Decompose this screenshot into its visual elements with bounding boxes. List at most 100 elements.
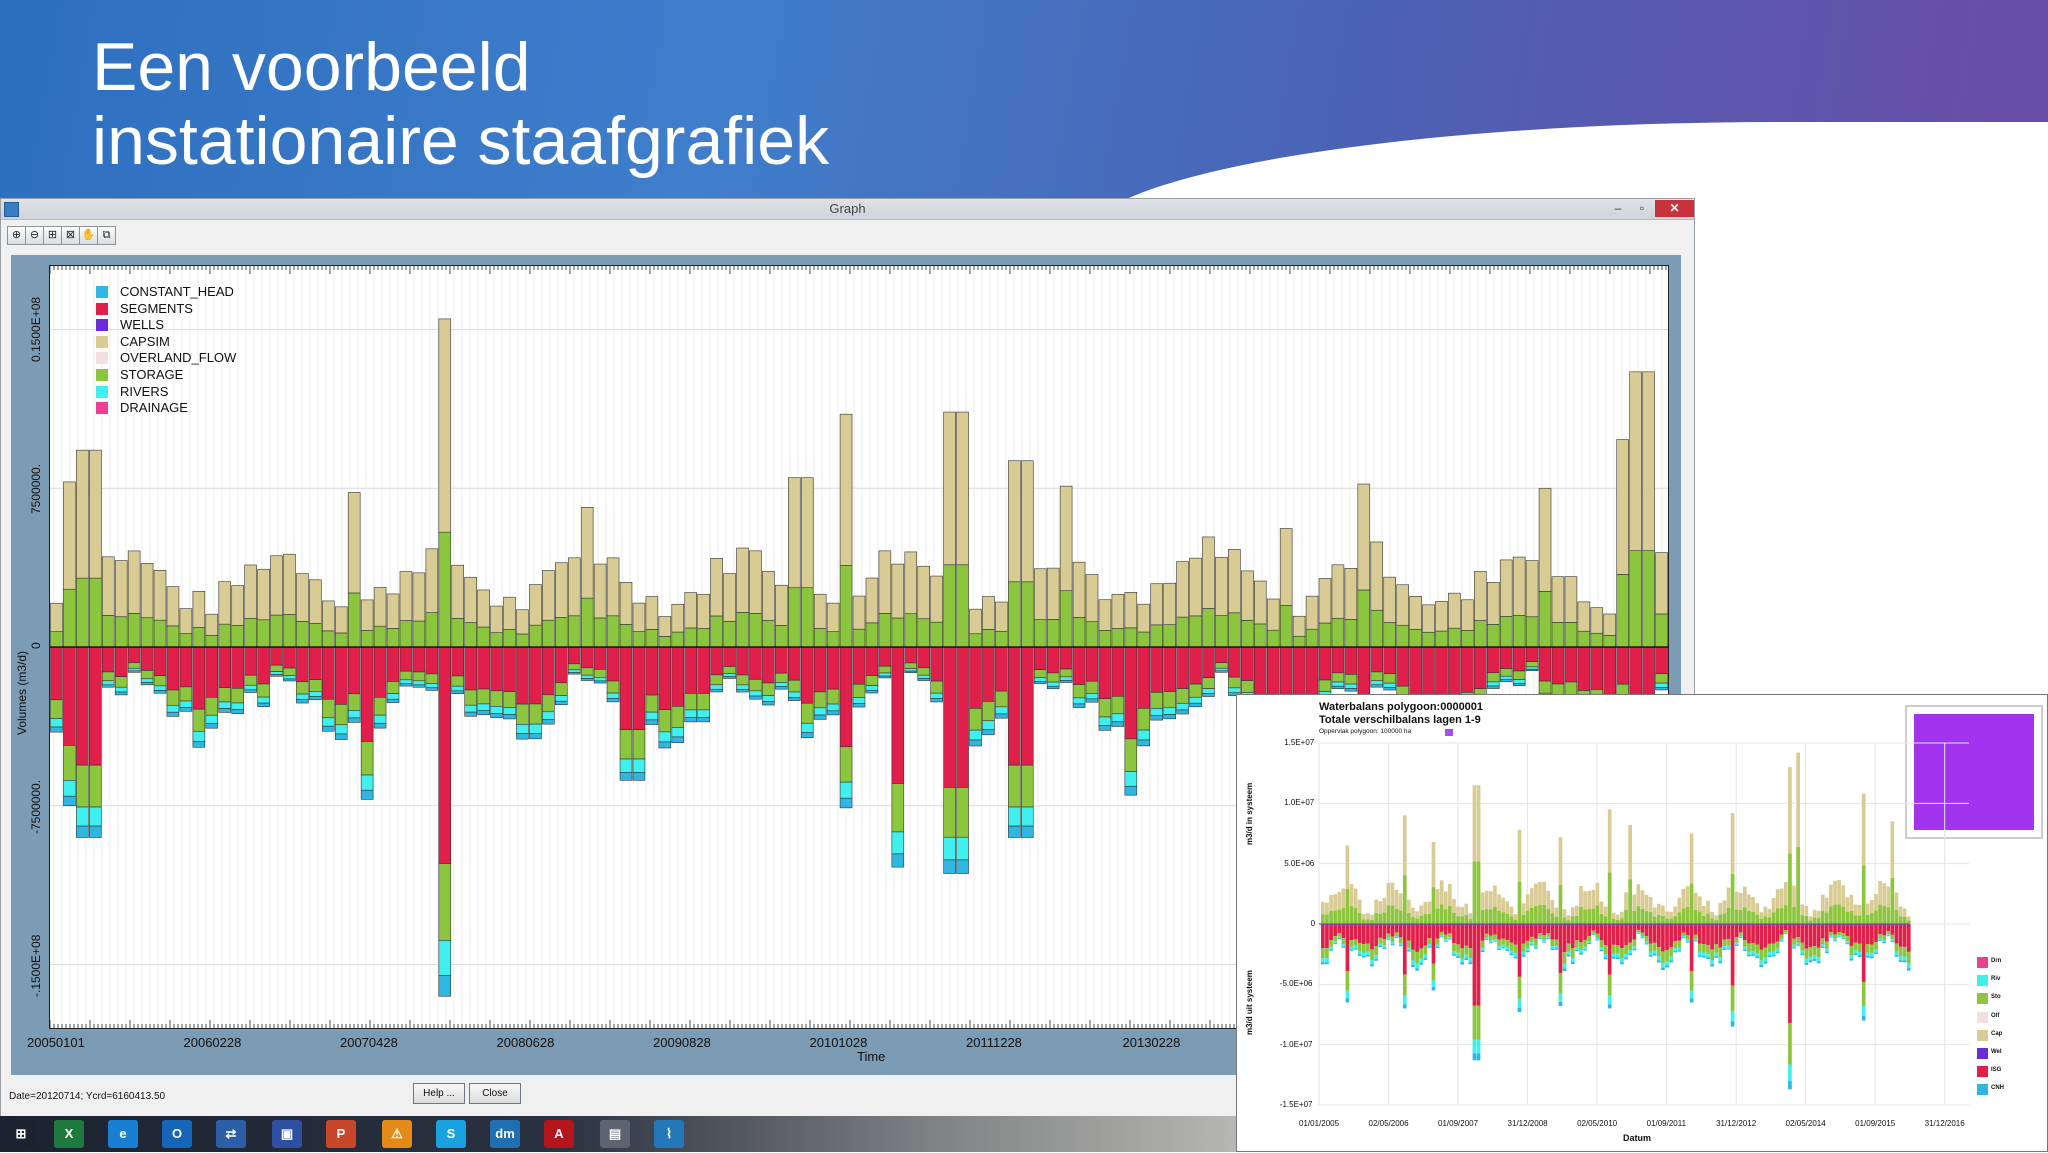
inset-bar-cap — [1661, 906, 1665, 916]
inset-bar-cap — [1432, 842, 1436, 887]
bar-capsim — [1656, 553, 1668, 614]
inset-bar-sto — [1768, 944, 1772, 952]
bar-capsim — [1513, 557, 1525, 615]
inset-bar-cap — [1792, 886, 1796, 907]
inset-bar-cap — [1665, 911, 1669, 918]
zoom-window-icon[interactable]: ⊞ — [43, 226, 62, 245]
inset-bar-sto — [1436, 938, 1440, 944]
bar-constant_head — [335, 734, 347, 740]
warning-icon[interactable]: ⚠ — [382, 1120, 412, 1148]
inset-bar-cap — [1567, 915, 1571, 920]
inset-bar-sto — [1440, 904, 1444, 924]
inset-bar-sto — [1837, 904, 1841, 924]
zoom-in-icon[interactable]: ⊕ — [7, 226, 26, 245]
bar-constant_head — [568, 672, 580, 674]
inset-bar-cap — [1727, 888, 1731, 908]
bar-constant_head — [1371, 685, 1383, 687]
network-icon[interactable]: ⇄ — [216, 1120, 246, 1148]
close-window-button[interactable]: ✕ — [1655, 200, 1694, 217]
inset-bar-cnh — [1346, 999, 1350, 1003]
inset-bar-isg — [1854, 924, 1858, 943]
inset-bar-sto — [1346, 971, 1350, 991]
bar-storage — [439, 532, 451, 647]
inset-bar-cap — [1473, 785, 1477, 861]
inset-bar-riv — [1477, 1040, 1481, 1054]
powerpoint-icon[interactable]: P — [326, 1120, 356, 1148]
inset-bar-isg — [1886, 924, 1890, 931]
inset-bar-isg — [1792, 924, 1796, 939]
bar-storage — [931, 681, 943, 693]
maximize-button[interactable]: ▫ — [1631, 200, 1653, 217]
bar-capsim — [1423, 605, 1435, 632]
zoom-extent-icon[interactable]: ⊠ — [61, 226, 80, 245]
inset-bar-sto — [1550, 913, 1554, 924]
inset-bar-sto — [1759, 950, 1763, 961]
inset-bar-riv — [1526, 948, 1530, 951]
inset-bar-sto — [1850, 946, 1854, 955]
inset-bar-cnh — [1514, 957, 1518, 959]
inset-bar-isg — [1788, 924, 1792, 1023]
bar-storage — [1500, 669, 1512, 677]
inset-bar-sto — [1768, 917, 1772, 924]
bar-storage — [1565, 682, 1577, 694]
bar-constant_head — [982, 730, 994, 735]
inset-bar-sto — [1682, 933, 1686, 937]
bar-capsim — [853, 596, 865, 629]
inset-legend-swatch — [1977, 975, 1988, 986]
imod-icon[interactable]: ⌇ — [654, 1120, 684, 1148]
minimize-button[interactable]: – — [1607, 200, 1629, 217]
document-icon[interactable]: ▤ — [600, 1120, 630, 1148]
inset-bar-riv — [1555, 946, 1559, 949]
inset-bar-riv — [1325, 958, 1329, 962]
bar-segments — [555, 647, 567, 683]
bar-capsim — [1578, 602, 1590, 631]
inset-bar-riv — [1423, 955, 1427, 959]
windows-start-icon[interactable]: ⊞ — [6, 1120, 36, 1148]
bar-storage — [1306, 629, 1318, 647]
bar-segments — [659, 647, 671, 710]
bar-constant_head — [89, 826, 101, 837]
inset-bar-isg — [1653, 924, 1657, 943]
inset-bar-isg — [1776, 924, 1780, 941]
bar-segments — [698, 647, 710, 693]
bar-segments — [529, 647, 541, 704]
inset-bar-cap — [1469, 913, 1473, 919]
legend-swatch — [96, 352, 108, 364]
skype-icon[interactable]: S — [436, 1120, 466, 1148]
bar-storage — [245, 618, 257, 647]
dm-icon[interactable]: dm — [490, 1120, 520, 1148]
copy-icon[interactable]: ⧉ — [97, 226, 116, 245]
bar-capsim — [76, 450, 88, 578]
inset-bar-cap — [1645, 895, 1649, 911]
window-titlebar[interactable]: Graph – ▫ ✕ — [1, 199, 1694, 220]
bar-constant_head — [387, 699, 399, 702]
close-button[interactable]: Close — [469, 1083, 521, 1104]
internet-explorer-icon[interactable]: e — [108, 1120, 138, 1148]
inset-bar-riv — [1583, 947, 1587, 950]
bar-rivers — [154, 686, 166, 691]
bar-capsim — [1306, 596, 1318, 629]
inset-bar-sto — [1817, 948, 1821, 958]
inset-bar-riv — [1370, 960, 1374, 964]
bar-storage — [568, 664, 580, 670]
acrobat-icon[interactable]: A — [544, 1120, 574, 1148]
inset-bar-sto — [1854, 943, 1858, 951]
outlook-icon[interactable]: O — [162, 1120, 192, 1148]
inset-bar-sto — [1759, 919, 1763, 924]
bar-constant_head — [452, 691, 464, 694]
inset-bar-cap — [1739, 893, 1743, 910]
inset-bar-sto — [1596, 905, 1600, 924]
inset-bar-cnh — [1788, 1081, 1792, 1089]
bar-capsim — [465, 577, 477, 622]
save-disk-icon[interactable]: ▣ — [272, 1120, 302, 1148]
bar-capsim — [154, 570, 166, 620]
inset-bar-sto — [1800, 915, 1804, 924]
bar-storage — [749, 679, 761, 690]
inset-bar-sto — [1718, 915, 1722, 924]
excel-icon[interactable]: X — [54, 1120, 84, 1148]
bar-rivers — [918, 675, 930, 678]
help-button[interactable]: Help ... — [413, 1083, 465, 1104]
pan-hand-icon[interactable]: ✋ — [79, 226, 98, 245]
bar-rivers — [1125, 771, 1137, 786]
zoom-out-icon[interactable]: ⊖ — [25, 226, 44, 245]
